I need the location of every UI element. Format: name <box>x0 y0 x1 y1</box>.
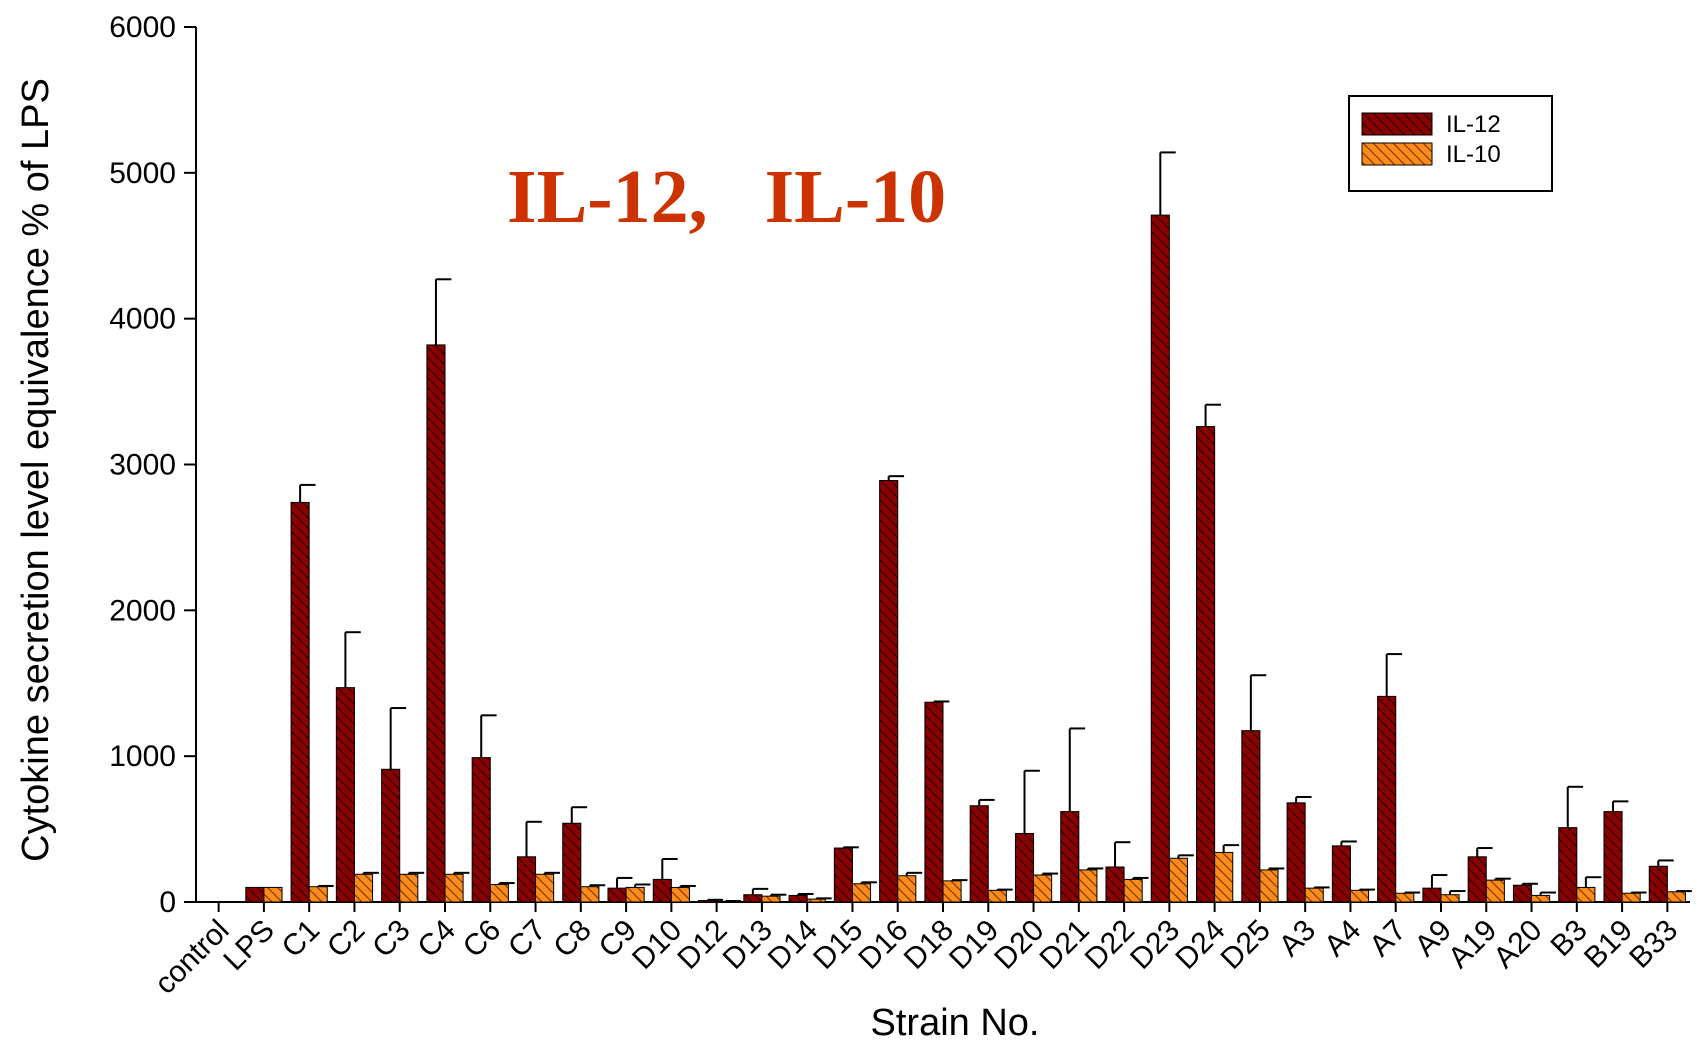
bar-il10-D18 <box>942 880 962 903</box>
bar-il10-A4 <box>1349 889 1370 903</box>
bar-il10-D21 <box>1078 869 1098 903</box>
x-tick-label: C1 <box>276 914 326 964</box>
x-tick-label: C7 <box>502 914 552 964</box>
bar-il10-D24 <box>1214 851 1234 903</box>
bar-il12-D15 <box>833 847 853 903</box>
x-tick-label: C8 <box>547 914 597 964</box>
bar-il10-A9 <box>1440 894 1460 903</box>
y-tick-label: 2000 <box>109 594 176 627</box>
bar-il10-A7 <box>1395 892 1415 903</box>
y-axis-title: Cytokine secretion level equivalence % o… <box>15 78 57 862</box>
bar-il10-D13 <box>761 895 781 903</box>
y-tick-label: 3000 <box>109 449 176 482</box>
bar-il12-B19 <box>1603 811 1623 903</box>
bar-il10-B3 <box>1576 886 1596 903</box>
bar-il10-B33 <box>1666 891 1686 903</box>
legend-label-il10: IL-10 <box>1446 141 1501 168</box>
bar-il12-D10 <box>652 878 672 903</box>
bar-il10-C6 <box>489 884 509 903</box>
bar-il12-C2 <box>335 687 355 903</box>
bar-il12-B33 <box>1648 865 1668 903</box>
bar-il12-A9 <box>1422 887 1442 903</box>
x-axis <box>196 901 1690 912</box>
y-tick-label: 0 <box>159 886 176 919</box>
bar-il10-D19 <box>987 889 1007 903</box>
bar-il12-C6 <box>471 757 491 903</box>
bar-il10-D15 <box>851 883 872 903</box>
x-tick-label: C4 <box>411 914 461 964</box>
bar-il10-D20 <box>1033 874 1053 903</box>
bar-il10-A3 <box>1304 887 1324 903</box>
bar-il10-A20 <box>1531 894 1551 903</box>
legend: IL-12 IL-10 <box>1348 95 1553 192</box>
bar-il10-C2 <box>353 873 374 903</box>
legend-label-il12: IL-12 <box>1446 111 1501 138</box>
x-tick-labels: controlLPSC1C2C3C4C6C7C8C9D10D12D13D14D1… <box>149 914 1685 1001</box>
bar-il12-D20 <box>1014 832 1035 903</box>
bar-il12-D19 <box>969 805 989 903</box>
bar-il12-C8 <box>562 822 582 903</box>
bar-il10-C4 <box>444 873 464 903</box>
x-tick-label: A3 <box>1273 914 1322 963</box>
x-tick-label: D25 <box>1215 914 1277 976</box>
bar-il12-D18 <box>924 701 944 903</box>
bar-il12-A3 <box>1286 802 1306 903</box>
bar-il10-LPS <box>263 886 283 903</box>
bar-il12-C9 <box>607 887 627 903</box>
bar-il12-C3 <box>381 768 401 903</box>
bar-il12-C1 <box>290 501 310 903</box>
bar-il10-C7 <box>535 873 555 903</box>
y-tick-label: 5000 <box>109 157 176 190</box>
bar-il12-D22 <box>1105 866 1125 903</box>
bar-il10-D22 <box>1123 878 1143 903</box>
x-tick-label: A4 <box>1318 914 1367 963</box>
bar-il12-D21 <box>1060 811 1080 903</box>
bar-il12-D25 <box>1241 730 1261 903</box>
x-axis-title: Strain No. <box>871 1002 1040 1043</box>
bar-il12-D24 <box>1196 426 1216 903</box>
bar-il12-D13 <box>743 894 763 903</box>
x-tick-label: A20 <box>1487 914 1548 975</box>
bar-il12-C4 <box>426 344 446 903</box>
bar-il10-D14 <box>806 898 826 903</box>
x-tick-label: B33 <box>1623 914 1684 975</box>
y-tick-label: 1000 <box>109 740 176 773</box>
bar-il10-D25 <box>1259 869 1279 903</box>
bar-il12-A7 <box>1377 695 1397 903</box>
bars-group <box>245 151 1692 903</box>
x-tick-label: LPS <box>217 914 280 977</box>
bar-il10-C3 <box>399 873 419 903</box>
x-tick-label: A7 <box>1363 914 1412 963</box>
bar-il12-C7 <box>516 856 537 903</box>
bar-il12-B3 <box>1558 827 1578 903</box>
bar-il10-D10 <box>670 886 690 903</box>
bar-il12-LPS <box>245 886 265 903</box>
bar-il12-D14 <box>788 894 808 903</box>
bar-il12-A19 <box>1467 856 1487 903</box>
y-tick-label: 4000 <box>109 303 176 336</box>
legend-swatch-il12 <box>1361 112 1433 136</box>
y-axis: 0 1000 2000 3000 4000 5000 6000 <box>109 11 197 919</box>
x-tick-label: C6 <box>457 914 507 964</box>
bar-il10-D23 <box>1168 857 1188 903</box>
bar-il10-C1 <box>308 886 328 903</box>
x-tick-label: C3 <box>366 914 416 964</box>
y-tick-label: 6000 <box>109 11 176 44</box>
bar-il12-D23 <box>1150 214 1170 903</box>
bar-il12-A4 <box>1331 845 1351 903</box>
bar-il12-A20 <box>1512 884 1533 903</box>
bar-il12-D16 <box>879 480 899 903</box>
x-tick-label: C2 <box>321 914 371 964</box>
bar-il10-C8 <box>580 886 600 903</box>
bar-il10-C9 <box>625 886 645 903</box>
bar-il10-A19 <box>1485 879 1505 903</box>
chart-title: IL-12, IL-10 <box>507 155 946 239</box>
legend-swatch-il10 <box>1361 142 1433 166</box>
bar-il10-B19 <box>1621 892 1641 903</box>
bar-il10-D16 <box>897 875 917 903</box>
